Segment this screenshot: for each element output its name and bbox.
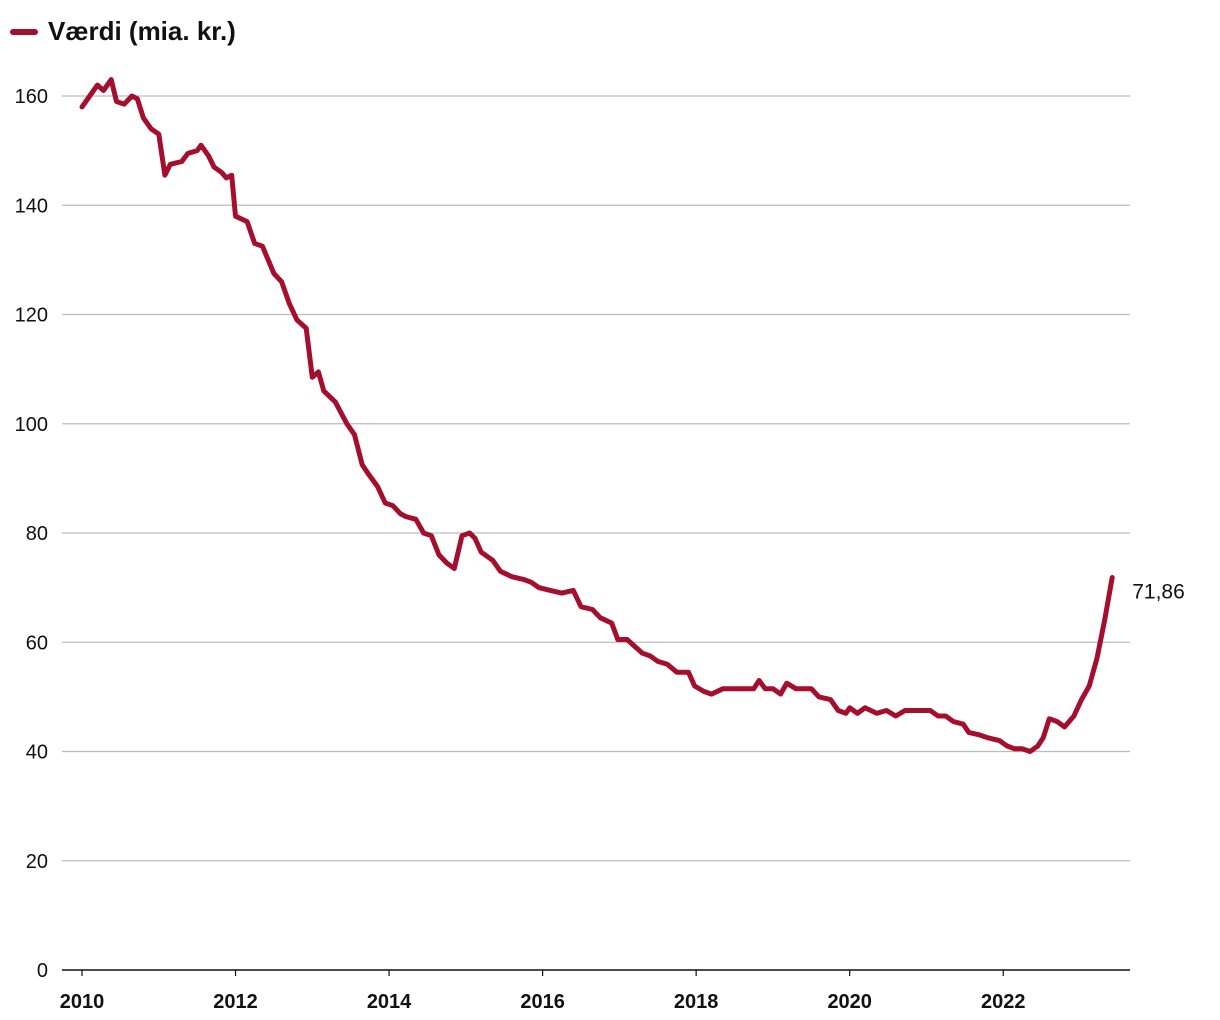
x-tick-label: 2010 bbox=[60, 991, 105, 1013]
x-axis-ticks: 2010 2012 2014 2016 2018 2020 2022 bbox=[60, 970, 1026, 1013]
y-tick-label: 100 bbox=[15, 414, 48, 436]
x-tick-label: 2014 bbox=[367, 991, 412, 1013]
x-tick-label: 2020 bbox=[827, 991, 872, 1013]
legend: Værdi (mia. kr.) bbox=[10, 16, 236, 47]
series-line bbox=[79, 77, 1115, 754]
gridlines bbox=[62, 95, 1130, 862]
y-tick-label: 160 bbox=[15, 86, 48, 108]
y-tick-label: 60 bbox=[26, 632, 48, 654]
x-tick-label: 2018 bbox=[674, 991, 719, 1013]
y-tick-label: 80 bbox=[26, 523, 48, 545]
end-value-label: 71,86 bbox=[1132, 580, 1185, 603]
x-tick-label: 2012 bbox=[213, 991, 258, 1013]
x-tick-label: 2016 bbox=[520, 991, 565, 1013]
x-tick-label: 2022 bbox=[981, 991, 1026, 1013]
legend-label: Værdi (mia. kr.) bbox=[48, 16, 236, 46]
legend-swatch bbox=[10, 28, 38, 35]
y-tick-label: 20 bbox=[26, 851, 48, 873]
y-tick-label: 0 bbox=[37, 960, 48, 982]
y-tick-label: 140 bbox=[15, 195, 48, 217]
y-tick-label: 120 bbox=[15, 305, 48, 327]
y-axis-ticks: 0 20 40 60 80 100 120 140 160 bbox=[15, 86, 48, 982]
y-tick-label: 40 bbox=[26, 742, 48, 764]
